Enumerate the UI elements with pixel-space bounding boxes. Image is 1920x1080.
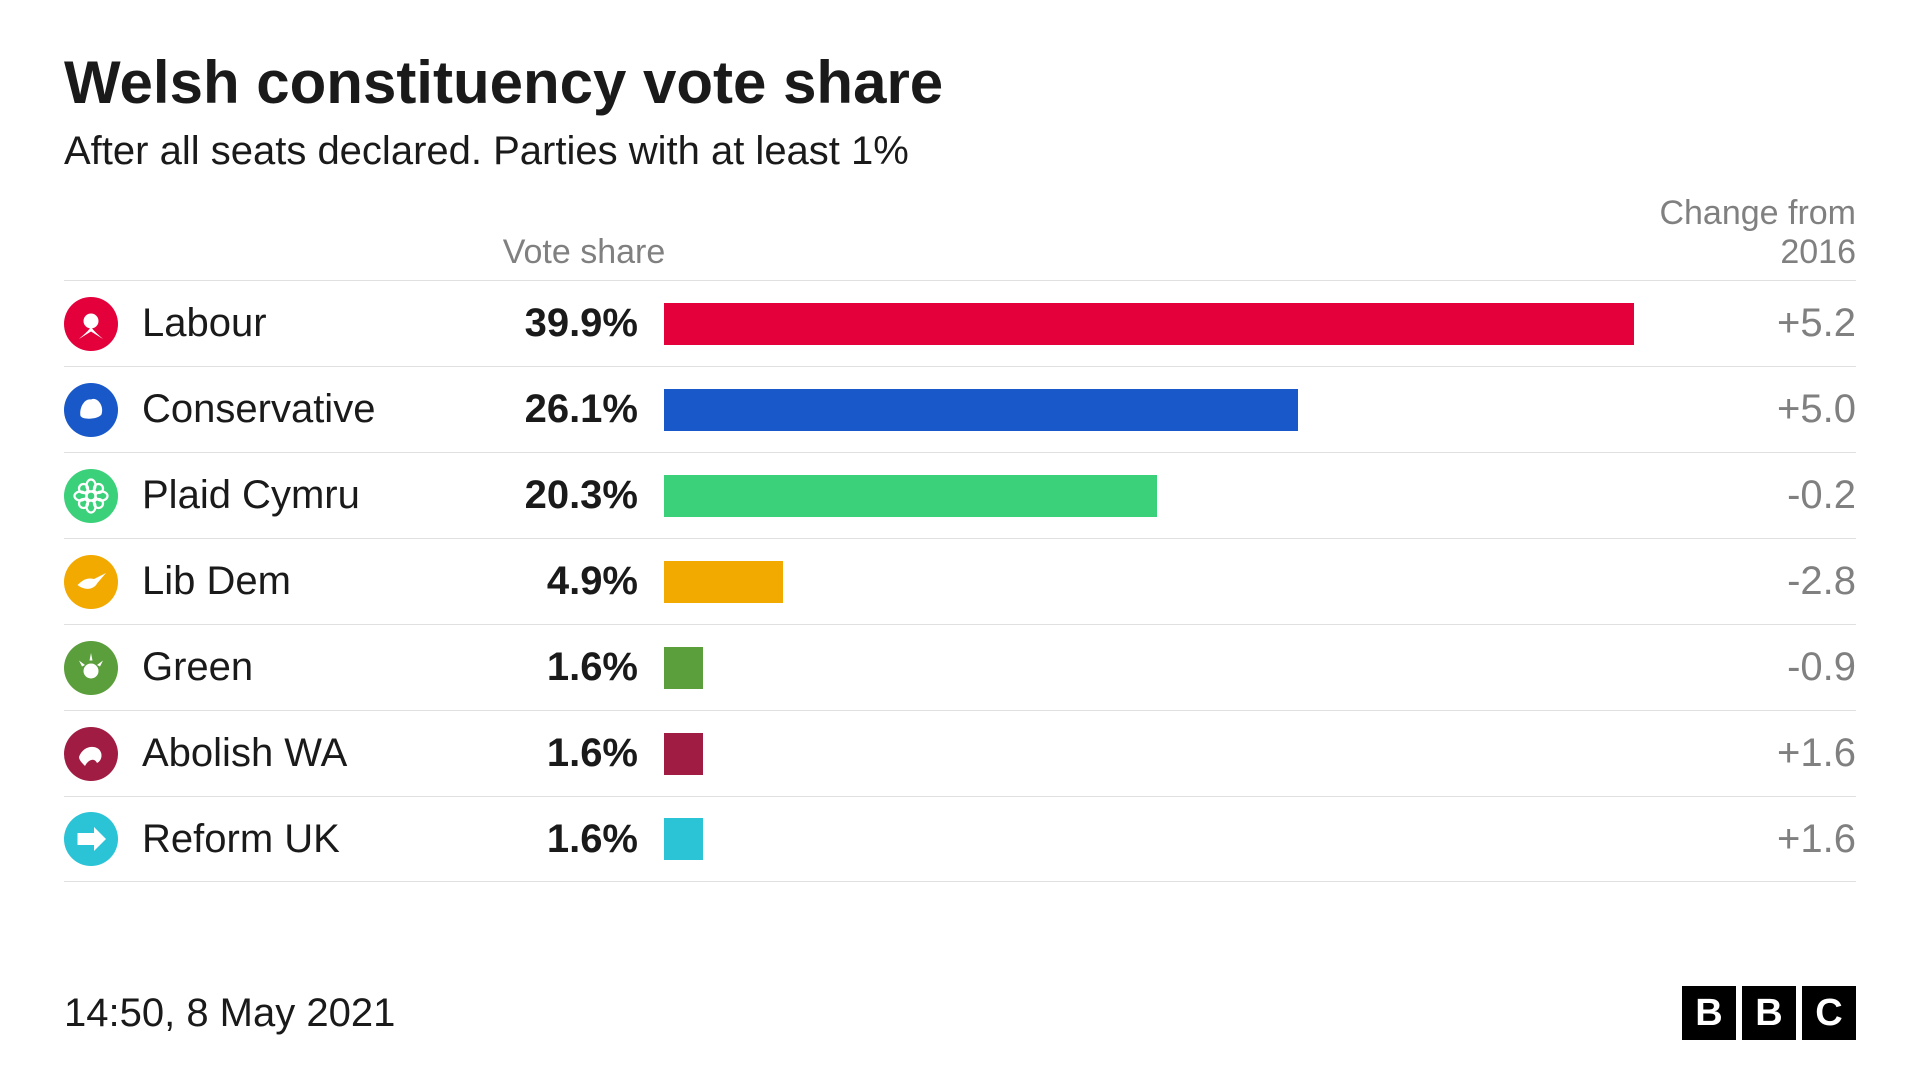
header-change: Change from 2016 [1596, 194, 1856, 272]
bbc-logo-letter: C [1802, 986, 1856, 1040]
vote-share-value: 4.9% [464, 559, 664, 604]
change-value: +5.2 [1636, 301, 1856, 346]
header-vote-share: Vote share [464, 233, 704, 272]
party-name: Reform UK [142, 817, 464, 862]
bar-track [664, 733, 1636, 775]
vote-share-bar [664, 303, 1634, 345]
change-value: -0.9 [1636, 645, 1856, 690]
bar-track [664, 475, 1636, 517]
party-row: Abolish WA1.6% +1.6 [64, 710, 1856, 796]
party-name: Plaid Cymru [142, 473, 464, 518]
vote-share-value: 1.6% [464, 645, 664, 690]
party-badge-icon [64, 555, 118, 609]
column-headers: Vote share Change from 2016 [64, 194, 1856, 272]
party-badge-icon [64, 641, 118, 695]
vote-share-bar [664, 733, 703, 775]
bar-track [664, 647, 1636, 689]
chart-title: Welsh constituency vote share [64, 48, 1856, 117]
party-name: Lib Dem [142, 559, 464, 604]
vote-share-bar [664, 818, 703, 860]
party-row: Green1.6% -0.9 [64, 624, 1856, 710]
change-value: +1.6 [1636, 731, 1856, 776]
vote-share-value: 26.1% [464, 387, 664, 432]
change-value: +1.6 [1636, 817, 1856, 862]
chart-footer: 14:50, 8 May 2021 BBC [64, 950, 1856, 1040]
party-badge-icon [64, 383, 118, 437]
bbc-logo: BBC [1682, 986, 1856, 1040]
bar-track [664, 389, 1636, 431]
vote-share-value: 39.9% [464, 301, 664, 346]
vote-share-bar [664, 389, 1298, 431]
party-badge-icon [64, 297, 118, 351]
bar-track [664, 303, 1636, 345]
change-value: -0.2 [1636, 473, 1856, 518]
party-row: Labour39.9% +5.2 [64, 280, 1856, 366]
vote-share-value: 1.6% [464, 817, 664, 862]
party-rows: Labour39.9% +5.2 Conservative26.1% +5.0 Plai… [64, 280, 1856, 882]
chart-subtitle: After all seats declared. Parties with a… [64, 129, 1856, 174]
party-name: Abolish WA [142, 731, 464, 776]
party-name: Green [142, 645, 464, 690]
party-badge-icon [64, 469, 118, 523]
vote-share-bar [664, 647, 703, 689]
change-value: +5.0 [1636, 387, 1856, 432]
vote-share-bar [664, 475, 1157, 517]
bar-track [664, 561, 1636, 603]
party-row: Reform UK1.6% +1.6 [64, 796, 1856, 882]
party-badge-icon [64, 812, 118, 866]
bar-track [664, 818, 1636, 860]
timestamp: 14:50, 8 May 2021 [64, 991, 395, 1036]
party-name: Labour [142, 301, 464, 346]
party-row: Plaid Cymru20.3% -0.2 [64, 452, 1856, 538]
party-name: Conservative [142, 387, 464, 432]
party-row: Conservative26.1% +5.0 [64, 366, 1856, 452]
party-badge-icon [64, 727, 118, 781]
change-value: -2.8 [1636, 559, 1856, 604]
party-row: Lib Dem4.9% -2.8 [64, 538, 1856, 624]
vote-share-bar [664, 561, 783, 603]
bbc-logo-letter: B [1742, 986, 1796, 1040]
vote-share-value: 20.3% [464, 473, 664, 518]
bbc-logo-letter: B [1682, 986, 1736, 1040]
vote-share-value: 1.6% [464, 731, 664, 776]
